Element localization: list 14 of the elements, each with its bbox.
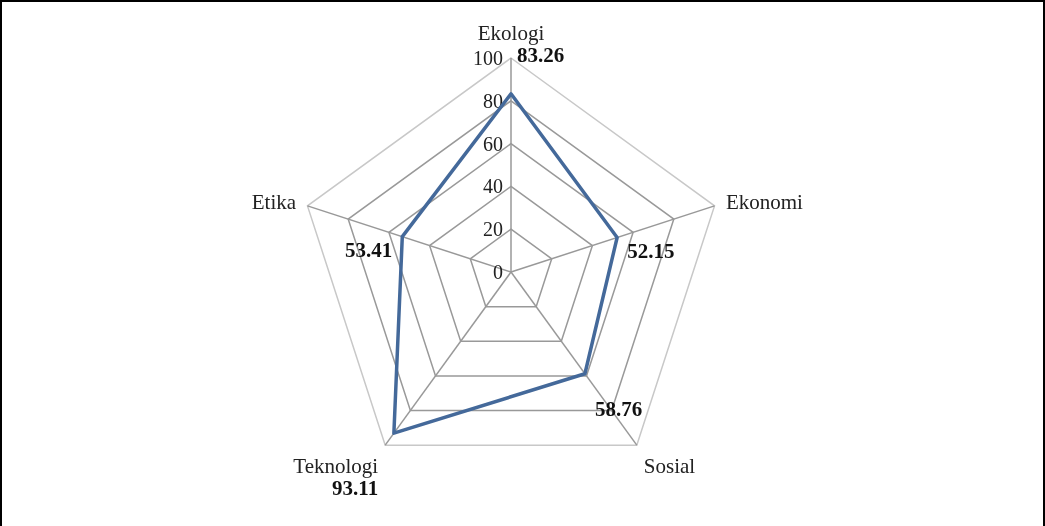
data-label: 58.76: [594, 396, 643, 421]
y-tick-label: 40: [483, 175, 503, 198]
spoke-label: Ekonomi: [725, 190, 804, 215]
data-label: 52.15: [627, 238, 675, 263]
y-tick-label: 80: [483, 89, 503, 112]
spoke-label: Sosial: [643, 453, 696, 478]
data-label: 53.41: [345, 237, 393, 262]
spoke-label: Teknologi: [293, 453, 379, 478]
y-tick-label: 20: [483, 218, 503, 241]
spoke-label: Etika: [251, 190, 297, 215]
y-tick-label: 60: [483, 132, 503, 155]
spoke-label: Ekologi: [477, 21, 545, 45]
y-tick-label: 0: [493, 261, 503, 283]
y-tick-label: 100: [473, 47, 503, 69]
